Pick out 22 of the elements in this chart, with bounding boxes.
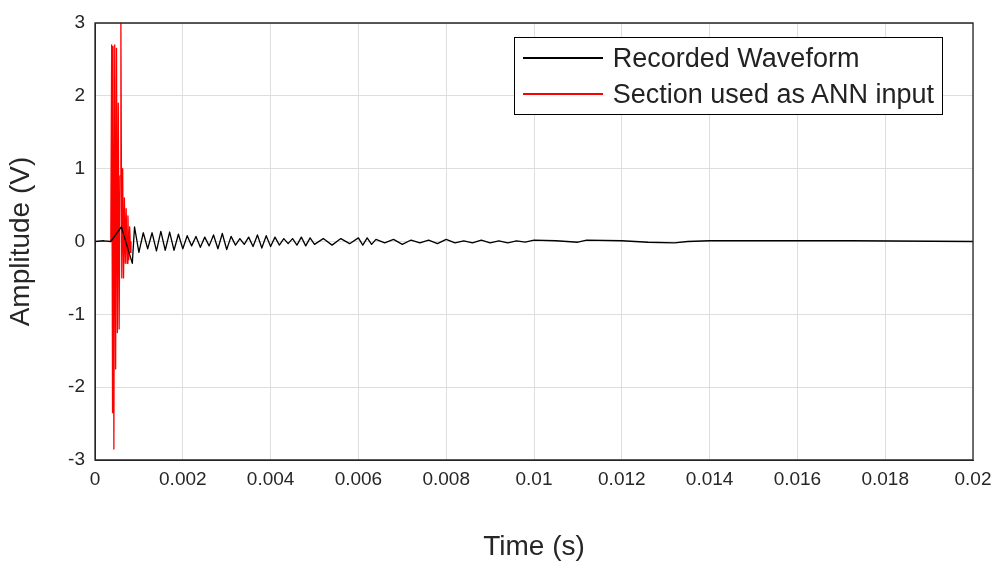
legend-label: Section used as ANN input bbox=[612, 78, 934, 110]
y-tick-label: 0 bbox=[74, 229, 85, 251]
x-tick-label: 0.01 bbox=[515, 467, 553, 489]
y-axis-title: Amplitude (V) bbox=[3, 156, 35, 327]
y-tick-label: 1 bbox=[74, 156, 85, 178]
x-tick-label: 0.006 bbox=[334, 467, 383, 489]
y-tick-label: 3 bbox=[74, 11, 85, 33]
y-tick-label: 2 bbox=[74, 84, 85, 106]
y-tick-label: -1 bbox=[68, 302, 85, 324]
x-tick-label: 0.004 bbox=[246, 467, 295, 489]
y-tick-label: -2 bbox=[68, 375, 85, 397]
x-tick-label: 0.008 bbox=[422, 467, 470, 489]
x-tick-label: 0.016 bbox=[773, 467, 822, 489]
y-tick-label: -3 bbox=[68, 448, 85, 470]
x-tick-label: 0.014 bbox=[685, 467, 734, 489]
x-tick-label: 0.02 bbox=[954, 467, 992, 489]
x-tick-label: 0 bbox=[89, 467, 101, 489]
x-tick-label: 0.018 bbox=[861, 467, 909, 489]
x-axis-title: Time (s) bbox=[483, 529, 585, 561]
x-tick-label: 0.012 bbox=[598, 467, 646, 489]
legend-label: Recorded Waveform bbox=[612, 42, 860, 74]
x-tick-label: 0.002 bbox=[159, 467, 207, 489]
